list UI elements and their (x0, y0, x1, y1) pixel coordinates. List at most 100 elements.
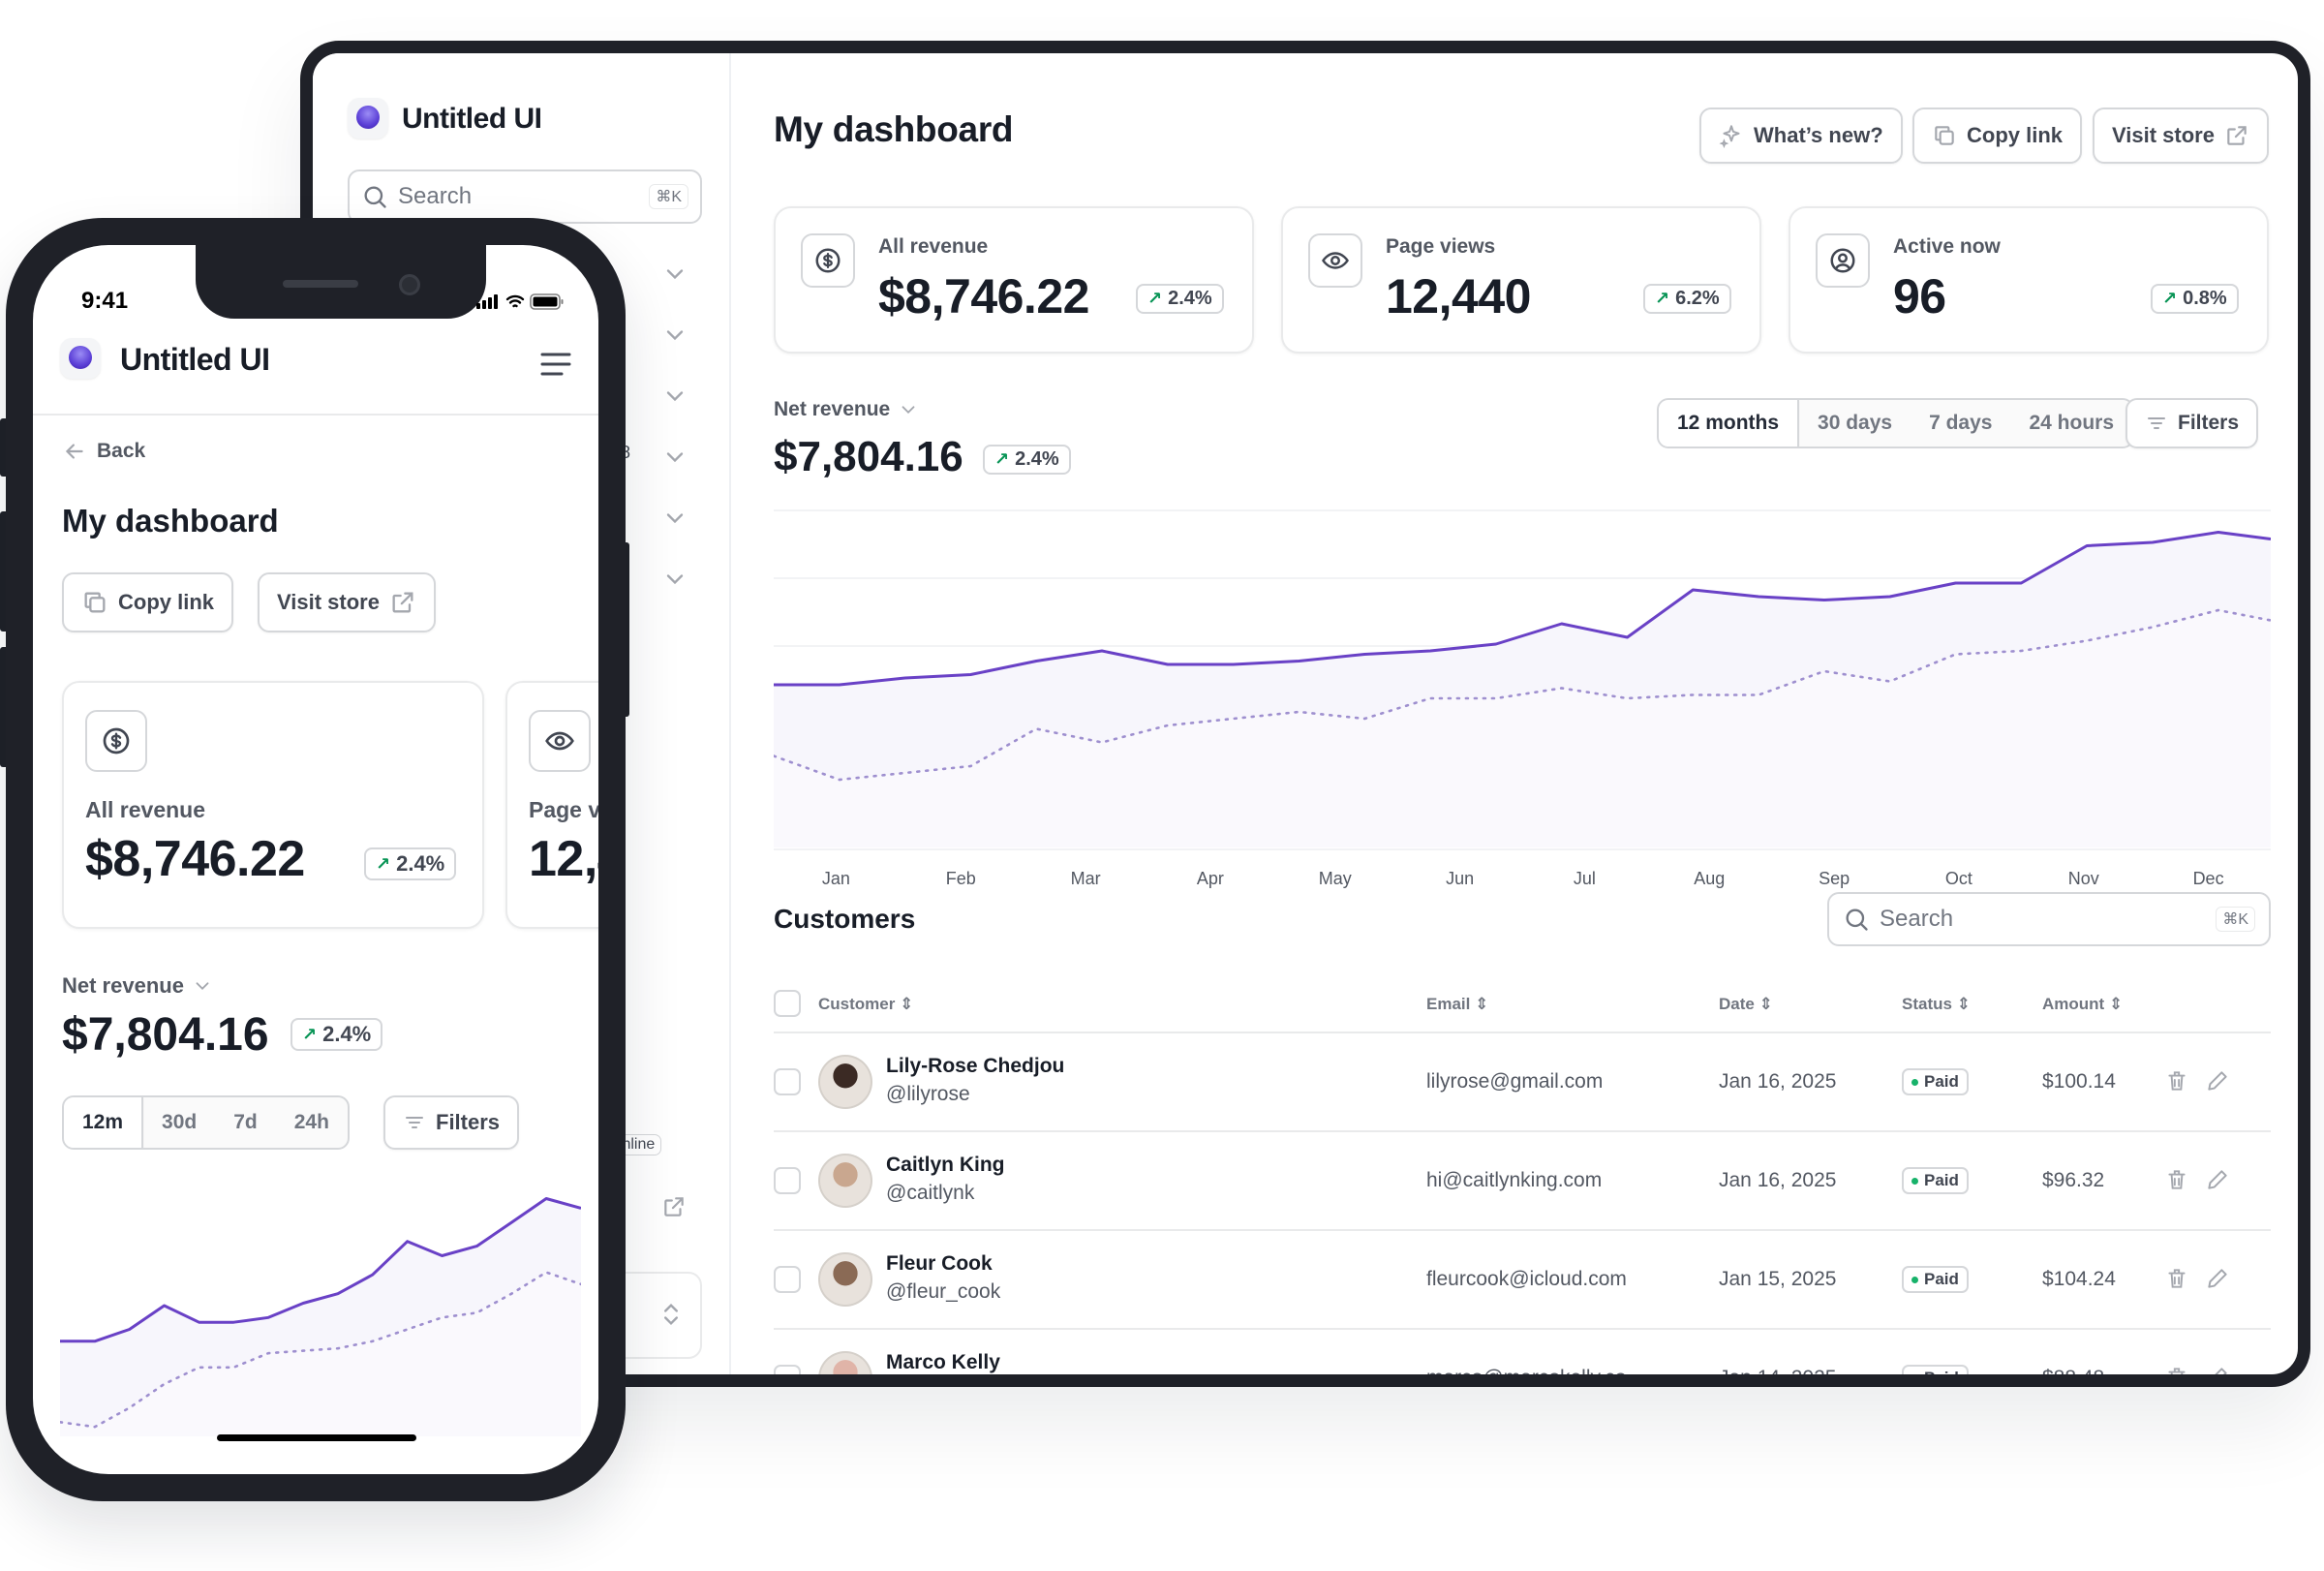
column-email[interactable]: Email ⇕ (1426, 995, 1489, 1013)
range-30d[interactable]: 30d (162, 1111, 198, 1133)
change-badge: ↗ 2.4% (364, 847, 457, 880)
series-line-previous-period (60, 1271, 581, 1429)
stat-value: $8,746.22 (85, 831, 305, 887)
stat-value: 96 (1893, 269, 1946, 323)
row-checkbox[interactable] (774, 1068, 801, 1095)
search-icon (364, 186, 386, 208)
visit-store-button[interactable]: Visit store (2093, 108, 2269, 164)
edit-icon[interactable] (2205, 1167, 2230, 1192)
row-checkbox[interactable] (774, 1167, 801, 1194)
x-tick-label: Oct (1945, 869, 1972, 888)
stat-label: Page v (529, 797, 598, 822)
customers-search-input[interactable]: Search ⌘K (1827, 892, 2271, 946)
net-revenue-label: Net revenue (774, 398, 891, 420)
customer-amount: $100.14 (2042, 1070, 2116, 1093)
customers-title: Customers (774, 904, 916, 934)
arrow-up-right-icon: ↗ (1655, 289, 1670, 308)
page-title: My dashboard (62, 503, 279, 539)
range-7d[interactable]: 7d (233, 1111, 258, 1133)
column-amount[interactable]: Amount ⇕ (2042, 995, 2124, 1013)
copy-link-button[interactable]: Copy link (1912, 108, 2083, 164)
customer-name: Marco Kelly (886, 1351, 1000, 1373)
range-30-days[interactable]: 30 days (1818, 412, 1893, 434)
logo-icon (60, 338, 101, 379)
change-badge: ↗ 2.4% (290, 1018, 383, 1051)
range-12m[interactable]: 12m (64, 1097, 144, 1148)
external-link-icon (2227, 126, 2247, 145)
select-all-checkbox[interactable] (774, 990, 801, 1017)
x-tick-label: Jul (1574, 869, 1596, 888)
net-revenue-dropdown[interactable]: Net revenue (62, 973, 213, 999)
filters-button[interactable]: Filters (383, 1095, 520, 1150)
menu-icon[interactable] (538, 350, 573, 379)
customer-date: Jan 15, 2025 (1719, 1268, 1837, 1290)
stat-card-all-revenue: All revenue $8,746.22 ↗ 2.4% (774, 206, 1254, 354)
change-badge: ↗ 0.8% (2151, 284, 2239, 314)
chevron-down-icon[interactable] (661, 322, 688, 349)
divider (774, 1229, 2271, 1231)
search-placeholder: Search (398, 183, 473, 209)
edit-icon[interactable] (2205, 1365, 2230, 1387)
range-24h[interactable]: 24h (293, 1111, 329, 1133)
whats-new-label: What’s new? (1754, 123, 1883, 147)
trash-icon[interactable] (2164, 1068, 2189, 1094)
mobile-device: 9:41 Untitled UI Back My dashboard Copy … (6, 218, 626, 1501)
row-checkbox[interactable] (774, 1365, 801, 1374)
sidebar-search-input[interactable]: Search ⌘K (348, 169, 702, 224)
row-checkbox[interactable] (774, 1266, 801, 1293)
visit-store-button[interactable]: Visit store (258, 572, 436, 632)
customer-name: Caitlyn King (886, 1154, 1005, 1176)
chevron-down-icon[interactable] (661, 383, 688, 410)
edit-icon[interactable] (2205, 1266, 2230, 1291)
page-title: My dashboard (774, 109, 1014, 149)
dynamic-island (196, 245, 486, 319)
arrow-left-icon (65, 444, 83, 459)
chevron-down-icon[interactable] (661, 444, 688, 471)
customer-handle: @marcokelly (886, 1379, 1004, 1387)
chevron-down-icon[interactable] (661, 566, 688, 593)
column-date[interactable]: Date ⇕ (1719, 995, 1773, 1013)
arrow-up-right-icon: ↗ (302, 1024, 318, 1044)
net-revenue-dropdown[interactable]: Net revenue (774, 398, 919, 421)
trash-icon[interactable] (2164, 1266, 2189, 1291)
whats-new-button[interactable]: What’s new? (1699, 108, 1903, 164)
external-link-icon[interactable] (661, 1194, 687, 1219)
nav-count-badge: 8 (621, 443, 631, 462)
range-7-days[interactable]: 7 days (1929, 412, 1993, 434)
customer-handle: @lilyrose (886, 1083, 970, 1105)
change-badge: ↗ 2.4% (1136, 284, 1224, 314)
arrow-up-right-icon: ↗ (1147, 289, 1163, 308)
edit-icon[interactable] (2205, 1068, 2230, 1094)
stat-card-all-revenue: All revenue $8,746.22 ↗ 2.4% (62, 681, 484, 929)
range-24-hours[interactable]: 24 hours (2029, 412, 2115, 434)
customer-email: marco@marcokelly.co (1426, 1367, 1627, 1387)
customer-handle: @fleur_cook (886, 1280, 1001, 1303)
chevron-down-icon[interactable] (661, 505, 688, 532)
phone-action-button (0, 418, 10, 477)
chevron-selector-icon[interactable] (657, 1301, 685, 1328)
filters-button[interactable]: Filters (2125, 398, 2259, 448)
divider (774, 1328, 2271, 1330)
stat-label: All revenue (85, 797, 205, 822)
column-customer[interactable]: Customer ⇕ (818, 995, 914, 1013)
customer-email: hi@caitlynking.com (1426, 1169, 1603, 1191)
copy-link-label: Copy link (118, 590, 215, 614)
x-tick-label: Sep (1819, 869, 1850, 888)
column-status[interactable]: Status ⇕ (1902, 995, 1971, 1013)
arrow-up-right-icon: ↗ (2162, 289, 2178, 308)
net-revenue-label: Net revenue (62, 973, 184, 998)
change-badge: ↗ 6.2% (1643, 284, 1731, 314)
trash-icon[interactable] (2164, 1365, 2189, 1387)
x-tick-label: Nov (2068, 869, 2099, 888)
range-12-months[interactable]: 12 months (1659, 400, 1800, 447)
status-icons (476, 293, 564, 310)
copy-link-button[interactable]: Copy link (62, 572, 234, 632)
avatar (818, 1055, 872, 1109)
back-link[interactable]: Back (62, 439, 145, 464)
trash-icon[interactable] (2164, 1167, 2189, 1192)
series-line-previous-period (774, 608, 2271, 782)
phone-volume-down (0, 647, 10, 767)
chevron-down-icon[interactable] (661, 261, 688, 288)
net-revenue-chart (60, 1197, 581, 1436)
status-badge: Paid (1902, 1167, 1969, 1194)
